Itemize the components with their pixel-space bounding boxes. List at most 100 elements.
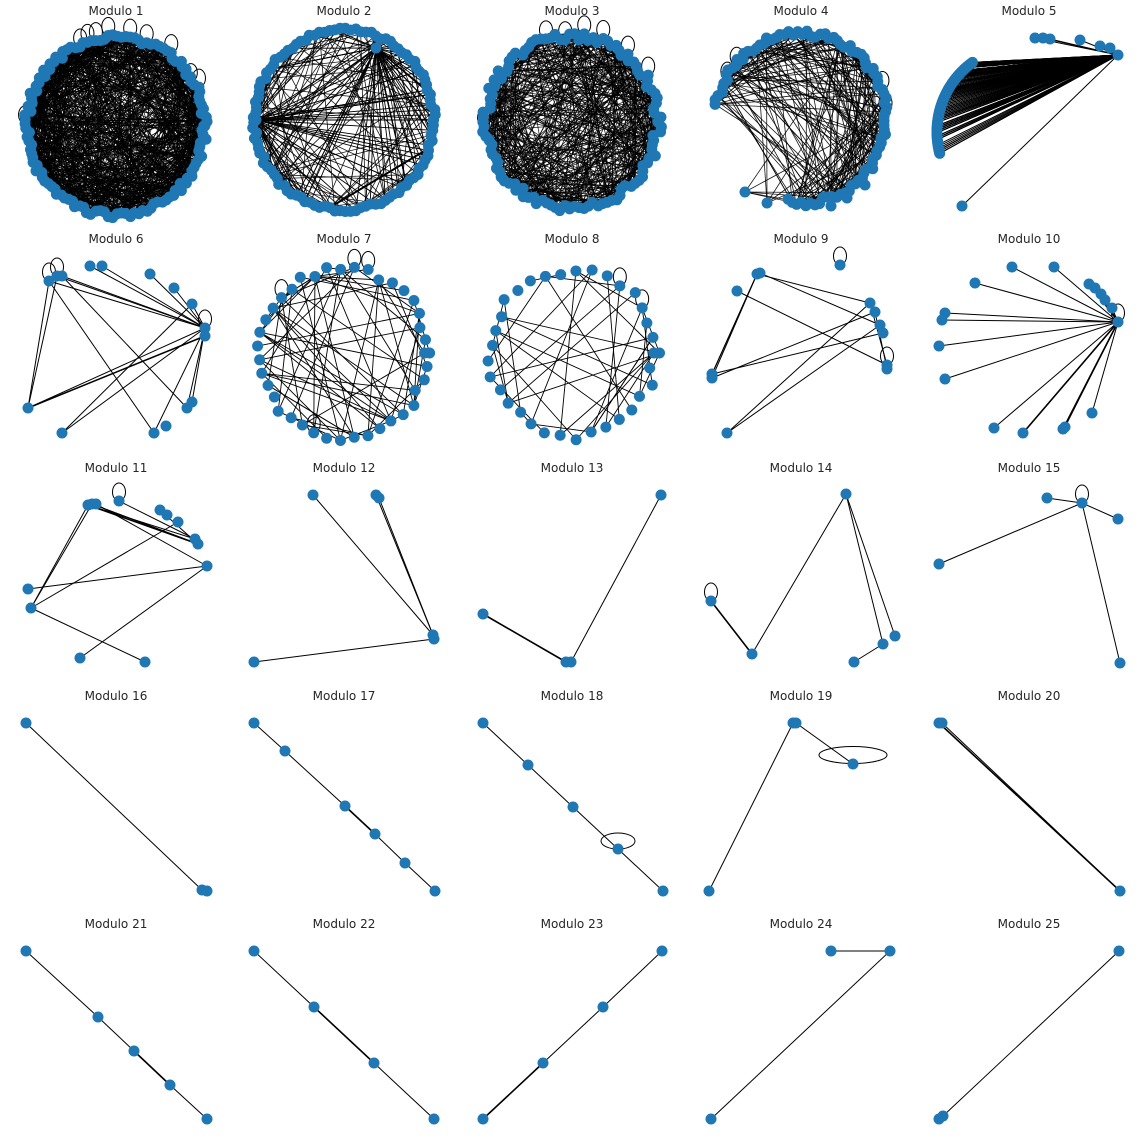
node — [877, 638, 889, 650]
node — [408, 294, 420, 306]
edge — [121, 37, 188, 179]
panel-modulo-10: Modulo 10 — [915, 228, 1143, 456]
edge — [61, 327, 206, 434]
edge — [1053, 266, 1119, 323]
panel-title: Modulo 14 — [769, 461, 833, 475]
edge — [1081, 502, 1121, 664]
panel-modulo-6: Modulo 6 — [2, 228, 230, 456]
edge — [492, 345, 509, 404]
node — [933, 340, 945, 352]
edge — [30, 47, 164, 112]
edge — [278, 61, 416, 185]
edge — [314, 275, 379, 281]
edge — [413, 366, 428, 406]
edge — [725, 74, 820, 204]
node — [597, 1001, 609, 1013]
node — [936, 717, 948, 729]
panel-title: Modulo 8 — [544, 232, 600, 246]
node — [268, 391, 280, 403]
edge — [527, 764, 574, 808]
node — [1017, 427, 1029, 439]
node — [614, 280, 626, 292]
edge — [508, 60, 561, 211]
node — [933, 558, 945, 570]
edge — [169, 1084, 208, 1120]
node — [90, 498, 102, 510]
node — [570, 434, 582, 446]
edge — [592, 37, 650, 159]
edge — [89, 265, 206, 329]
node — [334, 434, 346, 446]
edge — [1062, 321, 1119, 430]
node — [335, 263, 347, 275]
node — [96, 260, 108, 272]
edge — [846, 57, 865, 199]
node — [248, 945, 260, 957]
edge — [491, 144, 552, 206]
node — [1106, 302, 1118, 314]
edge — [31, 144, 187, 184]
edge — [938, 54, 1119, 149]
node — [428, 633, 440, 645]
node — [309, 270, 321, 282]
edge — [253, 28, 341, 118]
network-graph — [933, 717, 1126, 897]
edge — [759, 44, 867, 170]
edge — [942, 54, 1119, 101]
node — [22, 583, 34, 595]
node — [1112, 513, 1124, 525]
edge — [723, 83, 793, 203]
edge — [482, 722, 529, 766]
edge — [499, 171, 636, 184]
edge — [953, 54, 1119, 82]
edge — [367, 279, 380, 436]
edge — [535, 39, 599, 207]
node — [308, 427, 320, 439]
edge — [61, 138, 207, 196]
panel-title: Modulo 18 — [540, 689, 604, 703]
edge — [344, 805, 376, 835]
edge — [72, 200, 158, 203]
edge — [277, 174, 419, 179]
node — [254, 326, 266, 338]
edge — [299, 277, 341, 441]
edge — [508, 352, 660, 404]
edge — [865, 67, 874, 159]
edge — [253, 722, 286, 752]
edge — [51, 68, 187, 187]
network-graph — [477, 15, 667, 217]
edge — [726, 53, 862, 75]
panel-title: Modulo 22 — [312, 917, 376, 931]
panel-title: Modulo 25 — [997, 917, 1061, 931]
panel-modulo-11: Modulo 11 — [2, 457, 230, 685]
edge — [944, 312, 1119, 323]
edge — [590, 307, 643, 433]
node — [248, 717, 260, 729]
edge — [711, 332, 884, 375]
node — [160, 420, 172, 432]
node — [286, 283, 298, 295]
edge — [259, 359, 392, 422]
edge — [256, 58, 410, 134]
node — [524, 275, 536, 287]
node — [20, 717, 32, 729]
edge — [495, 85, 650, 159]
edge — [726, 324, 881, 434]
edge — [75, 47, 127, 214]
edge — [263, 32, 320, 164]
edge — [483, 126, 556, 208]
node — [585, 426, 597, 438]
edge — [766, 38, 768, 204]
panel-modulo-2: Modulo 2 — [230, 0, 458, 228]
edge — [627, 54, 636, 184]
edge — [533, 39, 580, 198]
node — [482, 355, 494, 367]
network-graph — [706, 246, 894, 439]
edge — [375, 35, 419, 175]
edge — [118, 500, 196, 540]
edge — [602, 38, 632, 187]
node — [629, 287, 641, 299]
node — [881, 363, 893, 375]
node — [515, 406, 527, 418]
edge — [495, 330, 509, 404]
